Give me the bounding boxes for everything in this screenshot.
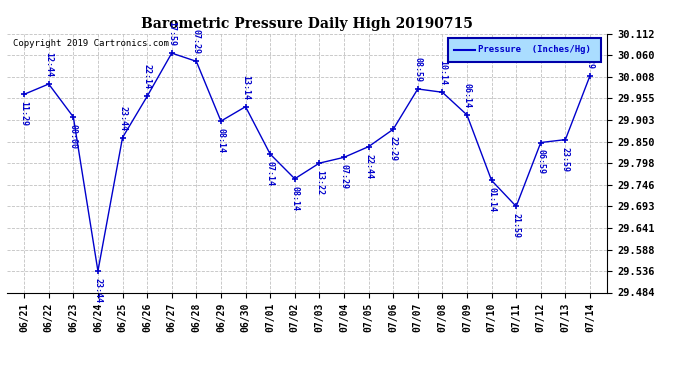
Text: 00:00: 00:00: [69, 124, 78, 149]
Text: 21:59: 21:59: [512, 213, 521, 238]
Text: 12:44: 12:44: [44, 52, 53, 77]
FancyBboxPatch shape: [448, 38, 601, 62]
Text: 08:14: 08:14: [290, 186, 299, 211]
Text: 23:59: 23:59: [561, 147, 570, 172]
Text: Copyright 2019 Cartronics.com: Copyright 2019 Cartronics.com: [13, 39, 169, 48]
Text: Pressure  (Inches/Hg): Pressure (Inches/Hg): [478, 45, 591, 54]
Text: 07:29: 07:29: [586, 44, 595, 69]
Text: 23:44: 23:44: [93, 278, 102, 303]
Text: 06:14: 06:14: [462, 83, 471, 108]
Text: 07:29: 07:29: [339, 164, 348, 189]
Text: 01:14: 01:14: [487, 188, 496, 212]
Text: 11:29: 11:29: [19, 101, 28, 126]
Title: Barometric Pressure Daily High 20190715: Barometric Pressure Daily High 20190715: [141, 17, 473, 31]
Text: 07:29: 07:29: [192, 29, 201, 54]
Text: 08:59: 08:59: [413, 57, 422, 82]
Text: 23:44: 23:44: [118, 106, 127, 130]
Text: 13:22: 13:22: [315, 170, 324, 195]
Text: 08:14: 08:14: [217, 128, 226, 153]
Text: 10:14: 10:14: [438, 60, 447, 86]
Text: 13:14: 13:14: [241, 75, 250, 100]
Text: 22:14: 22:14: [143, 64, 152, 89]
Text: 06:59: 06:59: [536, 150, 545, 174]
Text: 17:59: 17:59: [167, 21, 176, 46]
Text: 22:29: 22:29: [388, 136, 397, 161]
Text: 07:14: 07:14: [266, 161, 275, 186]
Text: 22:44: 22:44: [364, 154, 373, 178]
